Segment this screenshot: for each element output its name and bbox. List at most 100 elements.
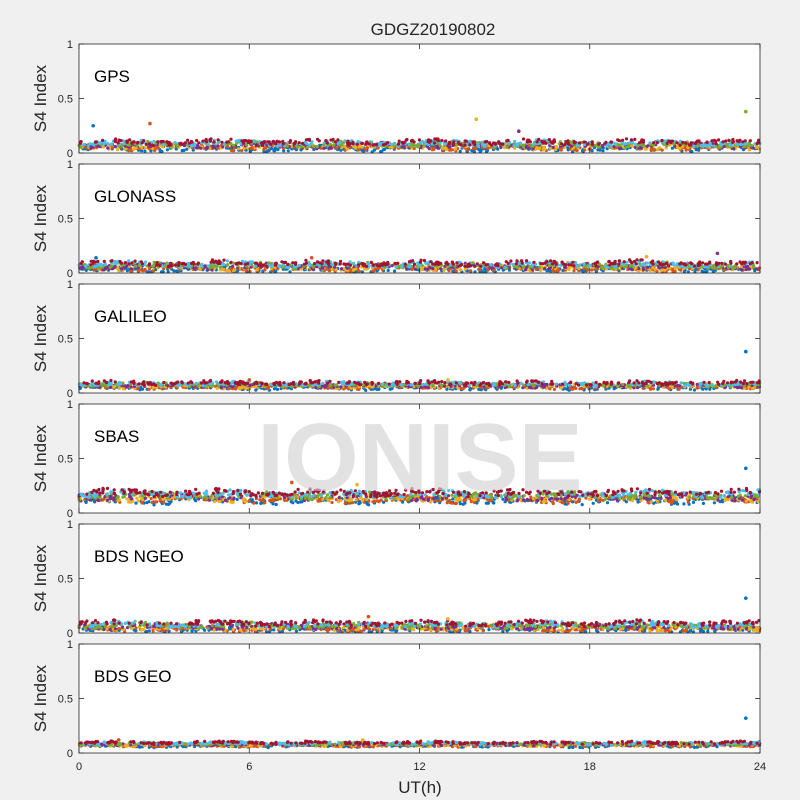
data-point bbox=[348, 263, 352, 267]
data-point bbox=[176, 263, 181, 267]
data-point bbox=[265, 264, 269, 268]
data-point bbox=[554, 144, 558, 149]
data-point bbox=[427, 386, 431, 390]
data-point bbox=[732, 266, 737, 270]
data-point bbox=[116, 148, 120, 152]
data-point bbox=[712, 264, 716, 268]
data-point bbox=[254, 143, 259, 147]
data-point bbox=[87, 266, 91, 270]
data-point bbox=[708, 260, 712, 264]
data-point bbox=[352, 145, 356, 149]
data-point bbox=[190, 261, 194, 265]
data-point bbox=[360, 145, 364, 149]
data-point bbox=[672, 142, 676, 146]
data-point bbox=[135, 141, 139, 145]
data-point bbox=[747, 148, 752, 152]
data-point bbox=[288, 139, 293, 143]
data-point bbox=[572, 269, 576, 273]
data-point bbox=[401, 141, 405, 145]
data-point bbox=[445, 387, 449, 391]
data-point bbox=[463, 264, 468, 268]
data-point bbox=[575, 264, 579, 268]
data-point bbox=[405, 137, 409, 142]
data-point bbox=[412, 262, 417, 266]
data-point bbox=[542, 145, 546, 149]
data-point bbox=[432, 141, 437, 145]
data-point bbox=[651, 387, 656, 391]
data-point bbox=[99, 262, 103, 266]
data-point bbox=[173, 263, 177, 267]
data-point bbox=[714, 139, 718, 143]
data-point bbox=[225, 140, 229, 144]
data-point bbox=[588, 263, 592, 267]
data-point bbox=[183, 141, 187, 145]
data-point bbox=[367, 142, 371, 146]
data-point bbox=[721, 140, 725, 144]
data-point bbox=[210, 265, 214, 269]
data-point bbox=[322, 146, 326, 150]
data-point bbox=[232, 269, 236, 273]
panel-label: GPS bbox=[94, 67, 130, 86]
data-point bbox=[505, 145, 509, 149]
data-point bbox=[695, 140, 699, 144]
y-tick-label: 1 bbox=[67, 39, 73, 51]
data-point bbox=[340, 143, 344, 147]
data-point bbox=[312, 144, 316, 148]
data-point bbox=[407, 265, 412, 269]
data-point bbox=[116, 141, 120, 145]
data-point bbox=[417, 138, 421, 142]
outlier-point bbox=[309, 255, 314, 260]
data-point bbox=[740, 268, 744, 272]
data-point bbox=[648, 141, 652, 145]
data-point bbox=[738, 260, 742, 264]
data-point bbox=[566, 139, 570, 143]
data-point bbox=[567, 263, 571, 267]
data-point bbox=[678, 143, 682, 147]
data-point bbox=[413, 267, 417, 271]
data-point bbox=[254, 388, 258, 392]
data-point bbox=[234, 387, 238, 391]
data-point bbox=[403, 262, 407, 266]
data-point bbox=[239, 261, 243, 266]
data-point bbox=[634, 142, 638, 146]
data-point bbox=[600, 265, 604, 269]
data-point bbox=[201, 139, 205, 143]
data-point bbox=[740, 386, 744, 390]
data-point bbox=[596, 260, 600, 264]
data-point bbox=[149, 149, 153, 153]
data-point bbox=[723, 262, 728, 266]
y-axis-label: S4 Index bbox=[31, 184, 50, 252]
data-point bbox=[431, 146, 435, 150]
data-point bbox=[244, 139, 248, 143]
data-point bbox=[109, 142, 113, 146]
data-point bbox=[467, 262, 471, 266]
data-point bbox=[79, 145, 83, 149]
data-point bbox=[182, 262, 186, 266]
data-point bbox=[541, 262, 545, 266]
data-point bbox=[312, 147, 316, 152]
outlier-point bbox=[644, 254, 649, 259]
data-point bbox=[385, 141, 390, 145]
data-point bbox=[637, 266, 641, 271]
data-point bbox=[624, 137, 629, 141]
figure-title: GDGZ20190802 bbox=[371, 20, 496, 39]
data-point bbox=[230, 385, 234, 389]
data-point bbox=[219, 265, 223, 269]
data-point bbox=[125, 385, 129, 389]
data-point bbox=[339, 259, 343, 263]
data-point bbox=[155, 261, 159, 265]
data-point bbox=[659, 269, 663, 273]
data-point bbox=[369, 260, 373, 264]
data-point bbox=[475, 262, 479, 266]
data-point bbox=[262, 140, 266, 144]
data-point bbox=[658, 261, 662, 265]
data-point bbox=[625, 260, 629, 264]
data-point bbox=[177, 260, 181, 265]
data-point bbox=[339, 385, 343, 389]
data-point bbox=[394, 265, 398, 269]
data-point bbox=[727, 138, 731, 142]
data-point bbox=[682, 262, 686, 266]
data-point bbox=[538, 265, 542, 269]
